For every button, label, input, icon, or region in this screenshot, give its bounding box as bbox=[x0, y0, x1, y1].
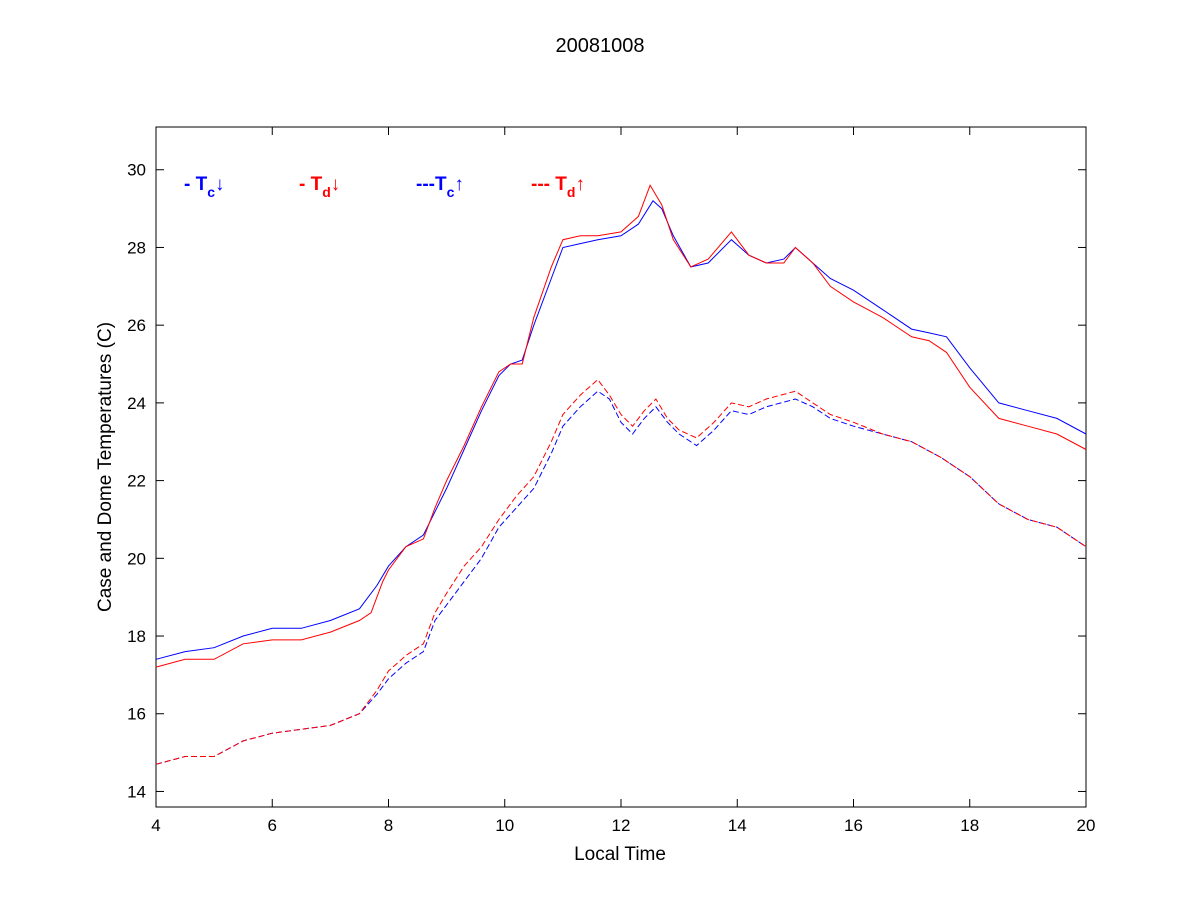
x-tick-label: 16 bbox=[844, 816, 863, 835]
y-tick-label: 22 bbox=[127, 472, 146, 491]
legend-entry-tc_down: - Tc↓ bbox=[184, 174, 225, 200]
series-line-td_up bbox=[155, 378, 1087, 765]
x-tick-label: 20 bbox=[1077, 816, 1096, 835]
x-axis-title: Local Time bbox=[574, 844, 666, 865]
x-tick-label: 14 bbox=[728, 816, 747, 835]
plot-area bbox=[155, 126, 1087, 808]
legend-entry-td_up: --- Td↑ bbox=[531, 174, 585, 200]
y-tick-label: 14 bbox=[127, 782, 146, 801]
y-tick-label: 26 bbox=[127, 316, 146, 335]
y-tick-label: 24 bbox=[127, 394, 146, 413]
series-line-tc_up bbox=[155, 390, 1087, 765]
legend-entry-tc_up: ---Tc↑ bbox=[416, 174, 464, 200]
legend-entry-td_down: - Td↓ bbox=[299, 174, 340, 200]
y-tick-label: 20 bbox=[127, 549, 146, 568]
series-line-td_down bbox=[155, 184, 1087, 668]
series-line-tc_down bbox=[155, 200, 1087, 660]
x-tick-label: 8 bbox=[384, 816, 393, 835]
x-tick-label: 6 bbox=[268, 816, 277, 835]
y-tick-label: 30 bbox=[127, 161, 146, 180]
x-tick-label: 10 bbox=[495, 816, 514, 835]
x-tick-label: 18 bbox=[960, 816, 979, 835]
y-tick-label: 28 bbox=[127, 238, 146, 257]
legend: - Tc↓ - Td↓ ---Tc↑ --- Td↑ bbox=[184, 174, 585, 200]
y-axis-title: Case and Dome Temperatures (C) bbox=[95, 322, 116, 612]
series-layer bbox=[155, 184, 1087, 765]
ticks-layer: 4 6 8 10 12 14 16 18 20 14 16 18 20 22 24 26 28 30 bbox=[127, 127, 1095, 835]
chart-title: 20081008 bbox=[556, 35, 645, 57]
y-tick-label: 16 bbox=[127, 705, 146, 724]
x-tick-label: 12 bbox=[612, 816, 631, 835]
y-tick-label: 18 bbox=[127, 627, 146, 646]
x-tick-label: 4 bbox=[151, 816, 160, 835]
